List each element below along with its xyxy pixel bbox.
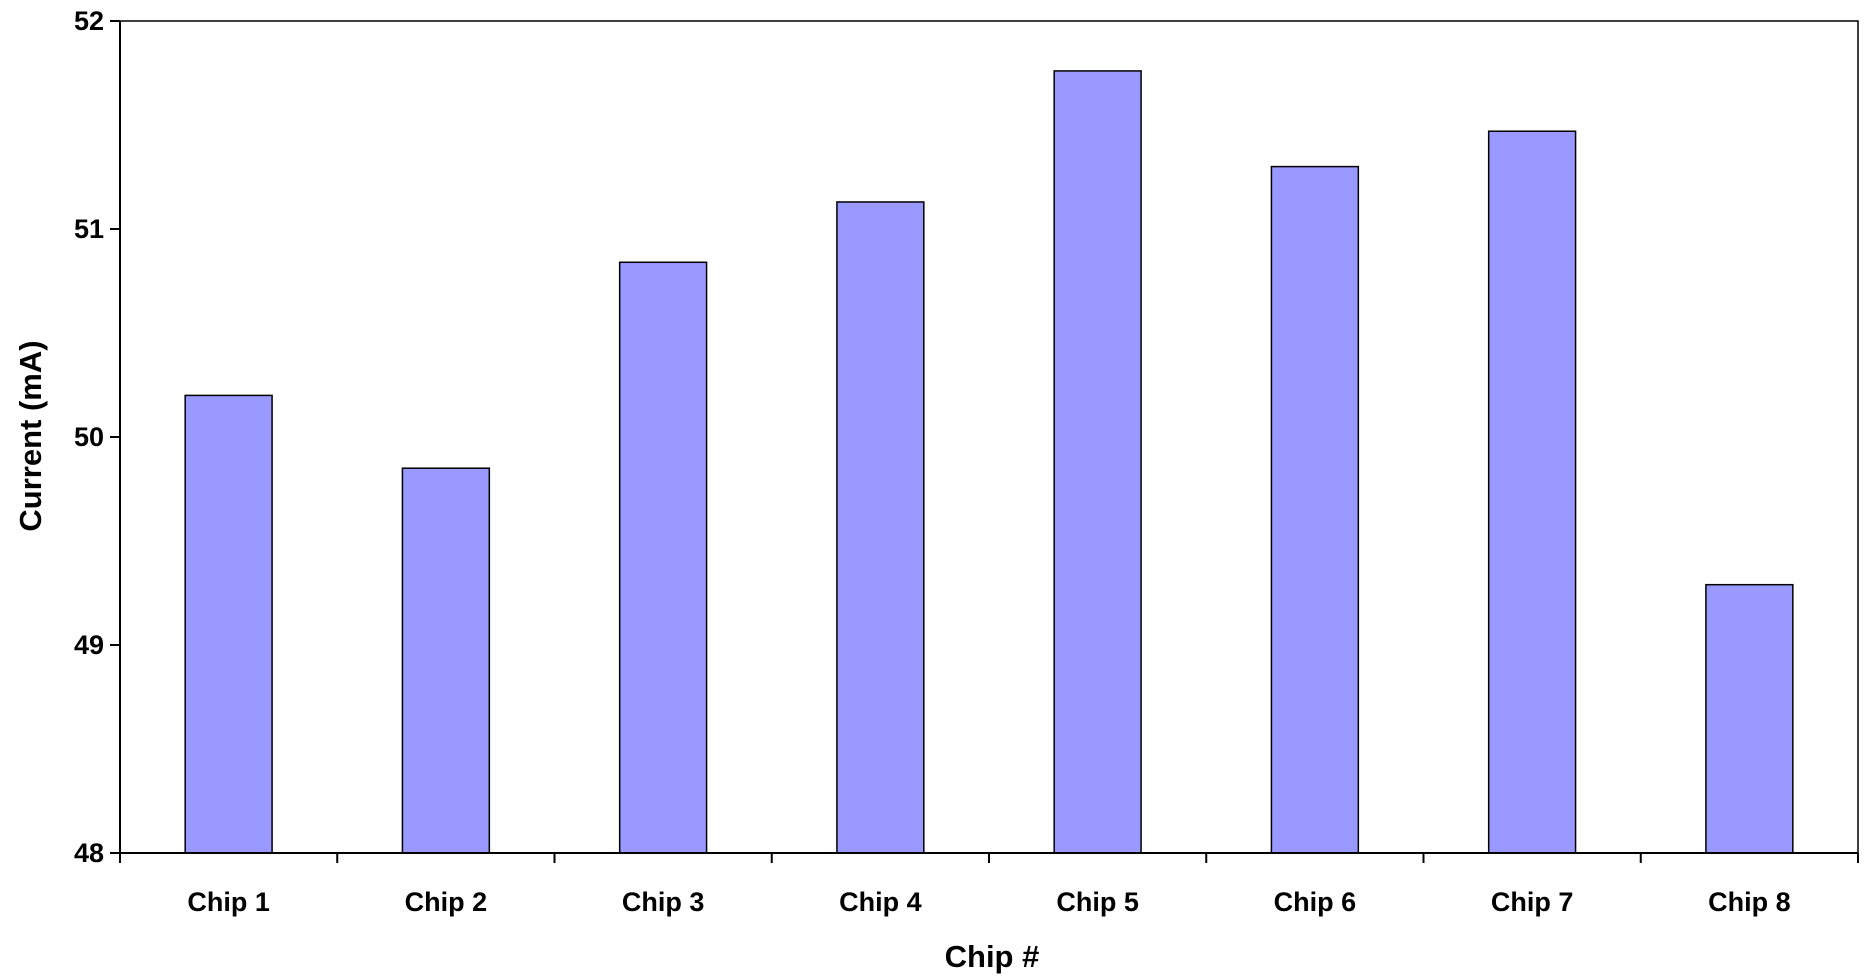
y-tick-label: 50: [74, 422, 104, 452]
x-tick-label: Chip 5: [1056, 887, 1139, 917]
y-axis: 48 49 50 51 52: [74, 6, 121, 868]
x-axis: Chip 1 Chip 2 Chip 3 Chip 4 Chip 5 Chip 6 Chip…: [119, 852, 1859, 917]
bar-1: [184, 394, 273, 854]
plot-area: [119, 20, 1859, 854]
x-tick-label: Chip 6: [1274, 887, 1357, 917]
bar-8: [1705, 583, 1794, 854]
y-tick-label: 49: [74, 630, 104, 660]
x-tick-label: Chip 7: [1491, 887, 1574, 917]
bar-4: [836, 201, 925, 854]
bar-5: [1053, 70, 1142, 854]
y-axis-title: Current (mA): [13, 340, 48, 531]
x-tick-label: Chip 3: [622, 887, 705, 917]
x-tick-label: Chip 1: [187, 887, 270, 917]
x-tick-label: Chip 8: [1708, 887, 1791, 917]
plot-border: [119, 20, 1859, 854]
bar-6: [1270, 165, 1360, 854]
y-tick-label: 52: [74, 6, 104, 36]
bar-2: [401, 467, 491, 854]
bar-3: [618, 261, 708, 854]
y-tick-label: 51: [74, 214, 104, 244]
x-axis-title: Chip #: [945, 939, 1040, 974]
x-tick-label: Chip 2: [405, 887, 488, 917]
x-tick-label: Chip 4: [839, 887, 922, 917]
y-tick-label: 48: [74, 838, 104, 868]
bars-group: [184, 70, 1794, 854]
bar-7: [1487, 130, 1577, 854]
